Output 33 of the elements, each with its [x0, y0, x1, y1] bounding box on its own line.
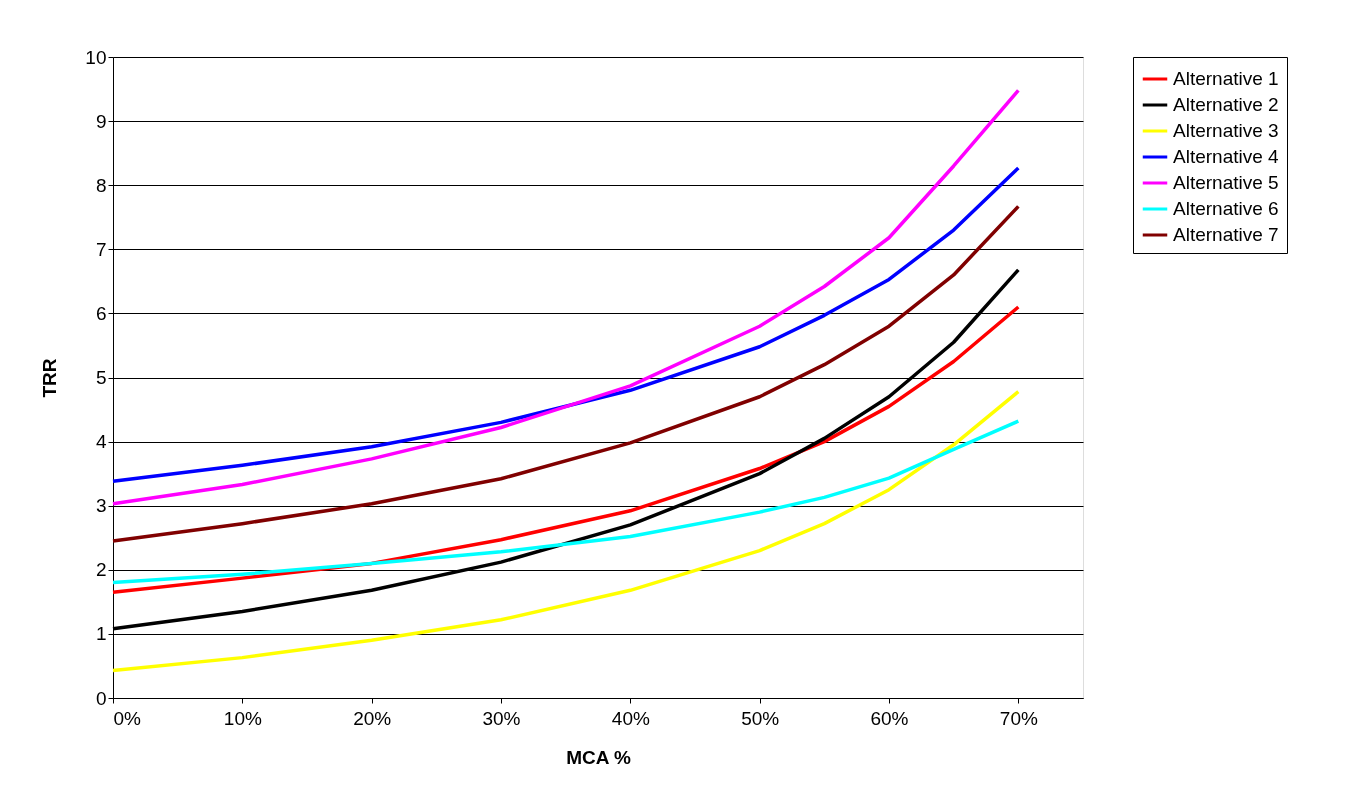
x-axis-title: MCA % [566, 746, 631, 768]
y-tick-label: 3 [95, 495, 107, 517]
legend-label: Alternative 5 [1173, 172, 1279, 193]
y-tick-label: 0 [95, 687, 107, 709]
y-tick-label: 10 [85, 46, 107, 68]
x-tick-label: 0% [113, 707, 142, 729]
line-series [111, 166, 1021, 484]
y-tick-label: 4 [95, 431, 107, 453]
legend-label: Alternative 6 [1173, 198, 1279, 219]
line-series [111, 204, 1021, 543]
x-tick-label: 20% [353, 707, 392, 729]
legend-label: Alternative 2 [1173, 94, 1279, 115]
x-tick-label: 50% [741, 707, 780, 729]
y-axis-title: TRR [39, 358, 61, 398]
line-series [111, 88, 1021, 506]
legend-label: Alternative 4 [1173, 146, 1280, 167]
y-tick-label: 5 [95, 367, 107, 388]
x-tick-label: 10% [223, 707, 262, 729]
legend-label: Alternative 1 [1173, 68, 1279, 89]
legend-label: Alternative 3 [1173, 120, 1279, 141]
y-tick-label: 8 [95, 174, 107, 196]
x-tick-label: 60% [870, 707, 909, 729]
y-tick-label: 1 [95, 623, 107, 645]
x-tick-label: 40% [611, 707, 650, 729]
y-tick-label: 9 [95, 110, 107, 132]
y-tick-label: 6 [95, 302, 107, 324]
line-series [111, 389, 1021, 673]
y-tick-label: 2 [95, 559, 107, 581]
y-tick-label: 7 [95, 238, 107, 260]
x-tick-label: 30% [482, 707, 521, 729]
x-tick-label: 70% [999, 707, 1038, 729]
line-series [111, 419, 1021, 585]
legend-label: Alternative 7 [1173, 224, 1279, 245]
